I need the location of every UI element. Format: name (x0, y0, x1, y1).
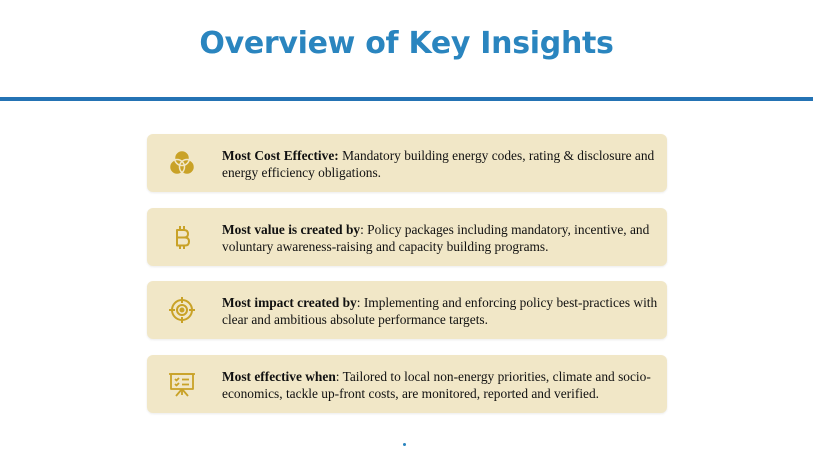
insight-card-impact-created: Most impact created by: Implementing and… (147, 281, 667, 339)
insight-label: Most impact created by (222, 295, 357, 310)
insight-text: Most Cost Effective: Mandatory building … (222, 147, 662, 181)
insight-body: : Policy packages including mandatory, i… (222, 222, 650, 254)
insight-body: : Implementing and enforcing policy best… (222, 295, 658, 327)
insight-card-value-created: Most value is created by: Policy package… (147, 208, 667, 266)
presentation-board-icon (167, 369, 197, 399)
bitcoin-icon (167, 222, 197, 252)
insight-label: Most value is created by (222, 222, 361, 237)
venn-circles-icon (167, 148, 197, 178)
insight-text: Most impact created by: Implementing and… (222, 294, 662, 328)
title-divider (0, 97, 813, 101)
insight-label: Most effective when (222, 369, 336, 384)
page-title: Overview of Key Insights (199, 26, 614, 61)
insight-card-cost-effective: Most Cost Effective: Mandatory building … (147, 134, 667, 192)
target-crosshair-icon (167, 295, 197, 325)
insight-label: Most Cost Effective: (222, 148, 339, 163)
insight-body: : Tailored to local non-energy prioritie… (222, 369, 651, 401)
insight-body: Mandatory building energy codes, rating … (222, 148, 655, 180)
insight-card-most-effective: Most effective when: Tailored to local n… (147, 355, 667, 413)
insight-text: Most value is created by: Policy package… (222, 221, 662, 255)
insight-text: Most effective when: Tailored to local n… (222, 368, 662, 402)
footer-dot (403, 443, 406, 446)
